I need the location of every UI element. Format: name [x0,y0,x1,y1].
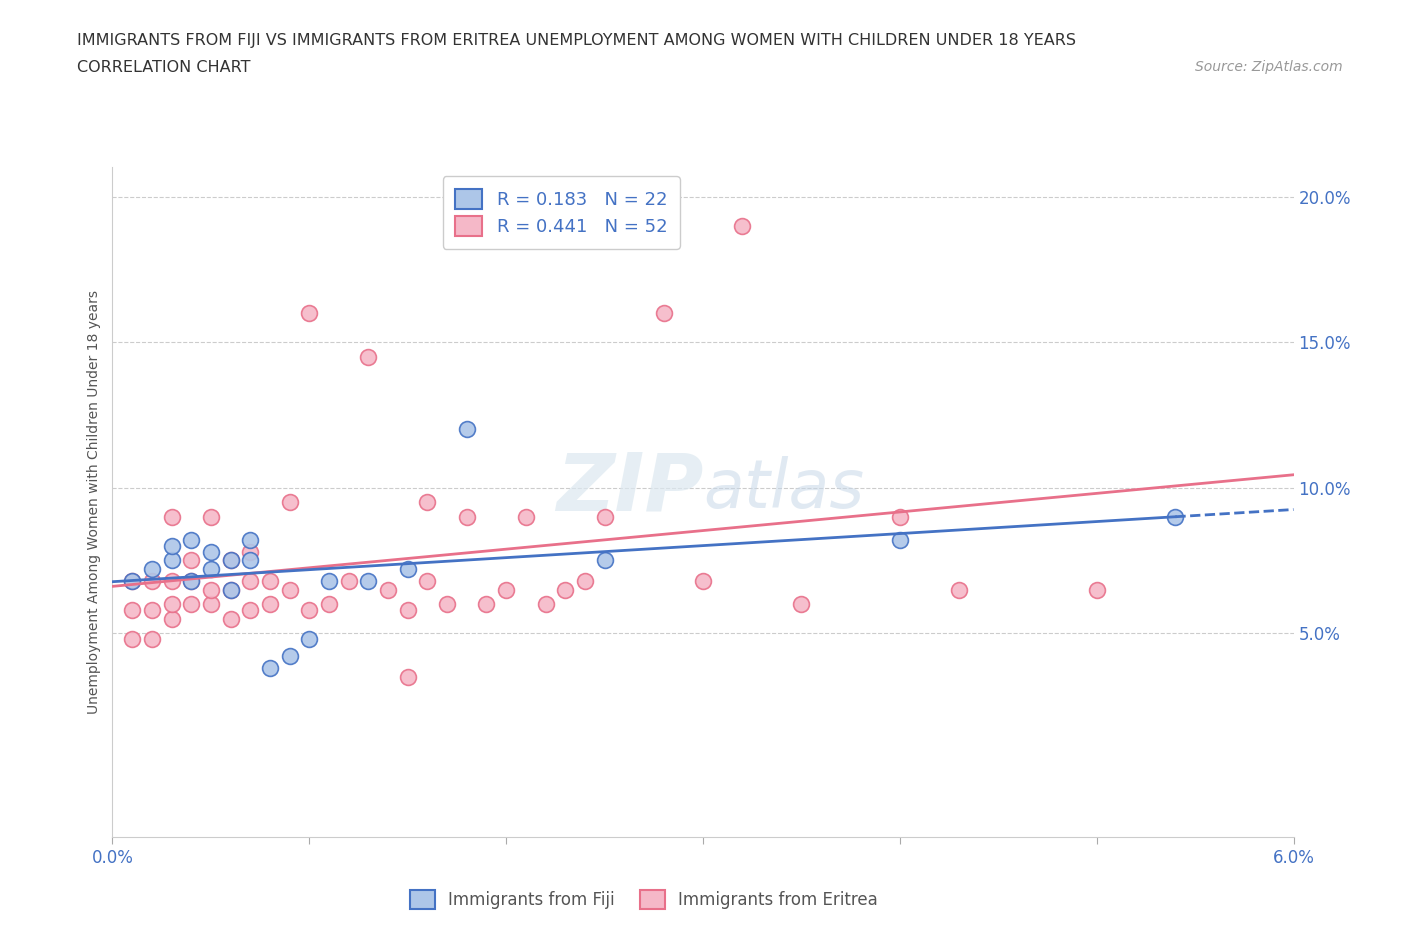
Point [180,574,202,589]
Point [200,562,222,577]
Legend: Immigrants from Fiji, Immigrants from Eritrea: Immigrants from Fiji, Immigrants from Er… [404,884,884,916]
Point [278,582,301,597]
Point [593,553,616,568]
Point [1085,582,1108,597]
Point [141,631,163,646]
Point [593,510,616,525]
Point [121,574,143,589]
Point [239,603,262,618]
Point [1164,510,1187,525]
Point [180,533,202,548]
Point [416,495,439,510]
Point [160,574,183,589]
Point [278,495,301,510]
Point [259,660,281,675]
Text: CORRELATION CHART: CORRELATION CHART [77,60,250,75]
Point [298,631,321,646]
Point [534,597,557,612]
Text: IMMIGRANTS FROM FIJI VS IMMIGRANTS FROM ERITREA UNEMPLOYMENT AMONG WOMEN WITH CH: IMMIGRANTS FROM FIJI VS IMMIGRANTS FROM … [77,33,1077,47]
Point [731,219,754,233]
Point [200,582,222,597]
Point [436,597,458,612]
Point [200,544,222,559]
Point [318,574,340,589]
Point [574,574,596,589]
Point [180,574,202,589]
Text: Source: ZipAtlas.com: Source: ZipAtlas.com [1195,60,1343,74]
Point [396,603,419,618]
Text: atlas: atlas [703,456,865,522]
Point [219,553,242,568]
Point [180,597,202,612]
Point [160,510,183,525]
Point [475,597,498,612]
Point [121,603,143,618]
Point [259,574,281,589]
Point [790,597,813,612]
Point [652,306,675,321]
Point [298,603,321,618]
Point [357,574,380,589]
Point [141,603,163,618]
Point [515,510,537,525]
Point [377,582,399,597]
Point [219,553,242,568]
Point [278,649,301,664]
Point [219,582,242,597]
Point [692,574,714,589]
Point [456,422,478,437]
Point [160,553,183,568]
Point [239,533,262,548]
Point [298,306,321,321]
Point [121,574,143,589]
Point [396,670,419,684]
Point [337,574,360,589]
Point [396,562,419,577]
Point [239,544,262,559]
Point [889,510,911,525]
Point [160,538,183,553]
Point [495,582,517,597]
Point [141,562,163,577]
Point [239,553,262,568]
Point [180,553,202,568]
Point [889,533,911,548]
Point [219,582,242,597]
Point [219,611,242,626]
Text: ZIP: ZIP [555,450,703,528]
Point [554,582,576,597]
Point [200,510,222,525]
Point [948,582,970,597]
Point [357,349,380,364]
Point [239,574,262,589]
Point [121,631,143,646]
Point [160,611,183,626]
Point [259,597,281,612]
Y-axis label: Unemployment Among Women with Children Under 18 years: Unemployment Among Women with Children U… [87,290,101,714]
Point [456,510,478,525]
Point [200,597,222,612]
Point [416,574,439,589]
Point [160,597,183,612]
Point [141,574,163,589]
Point [318,597,340,612]
